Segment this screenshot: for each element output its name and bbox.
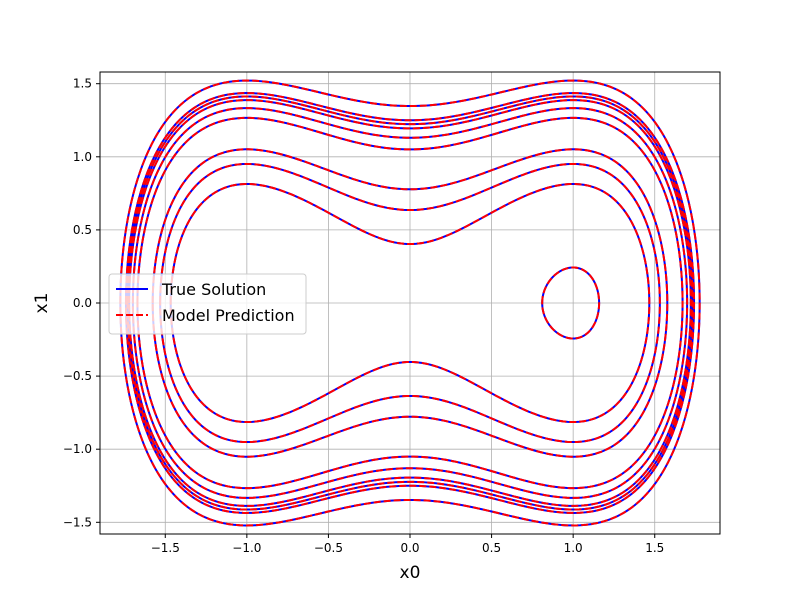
y-tick-label: 0.5 xyxy=(73,223,92,237)
x-tick-label: 1.0 xyxy=(564,541,583,555)
model-prediction-orbit-7 xyxy=(124,92,696,514)
model-prediction-orbit-8 xyxy=(126,95,694,511)
series-model-prediction xyxy=(119,79,701,527)
legend-label-model-prediction: Model Prediction xyxy=(162,306,295,325)
plot-area xyxy=(119,79,701,527)
legend: True Solution Model Prediction xyxy=(108,273,307,335)
y-tick-label: 1.0 xyxy=(73,150,92,164)
model-prediction-orbit-9 xyxy=(128,99,692,507)
model-prediction-orbit-4 xyxy=(151,148,669,458)
y-tick-label: −1.0 xyxy=(63,442,92,456)
model-prediction-orbit-1 xyxy=(159,162,661,444)
model-prediction-orbit-3 xyxy=(136,116,684,490)
ticks: −1.5 −1.0 −0.5 0.0 0.5 1.0 1.5 −1.5 −1.0 −0.5 0.0 0… xyxy=(63,77,664,555)
x-tick-label: 1.5 xyxy=(645,541,664,555)
x-tick-label: 0.0 xyxy=(400,541,419,555)
legend-box xyxy=(108,273,307,335)
model-prediction-orbit-6 xyxy=(131,107,689,499)
legend-label-true-solution: True Solution xyxy=(161,280,266,299)
y-axis-label: x1 xyxy=(32,293,52,314)
y-tick-label: 0.0 xyxy=(73,296,92,310)
x-tick-label: 0.5 xyxy=(482,541,501,555)
x-axis-label: x0 xyxy=(400,563,421,583)
x-tick-label: −1.0 xyxy=(232,541,261,555)
y-tick-label: −1.5 xyxy=(63,515,92,529)
model-prediction-orbit-2 xyxy=(169,182,651,424)
grid xyxy=(100,72,720,534)
x-tick-label: −1.5 xyxy=(151,541,180,555)
model-prediction-orbit-5 xyxy=(119,79,701,527)
model-prediction-orbit-0 xyxy=(541,266,601,340)
y-tick-label: −0.5 xyxy=(63,369,92,383)
y-tick-label: 1.5 xyxy=(73,77,92,91)
x-tick-label: −0.5 xyxy=(314,541,343,555)
